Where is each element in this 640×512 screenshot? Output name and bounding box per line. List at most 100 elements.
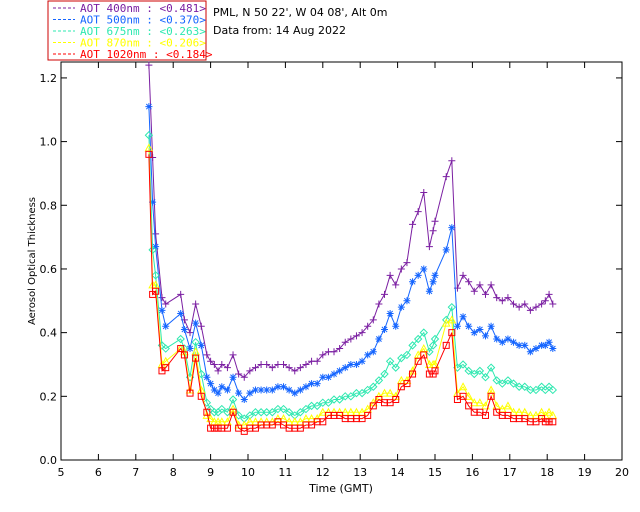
- legend-entry: AOT 500nm : <0.370>: [80, 14, 206, 27]
- data-point: [392, 396, 400, 404]
- data-point: [268, 386, 276, 394]
- data-point: [301, 404, 311, 414]
- data-point: [545, 290, 553, 298]
- data-point: [481, 290, 489, 298]
- x-tick-label: 7: [132, 466, 139, 479]
- data-point: [228, 395, 238, 404]
- data-point: [515, 341, 523, 349]
- data-point: [476, 281, 484, 289]
- data-point: [448, 224, 456, 232]
- data-point: [302, 383, 310, 391]
- data-point: [246, 389, 254, 397]
- data-point: [369, 348, 377, 356]
- data-point: [392, 322, 400, 330]
- data-point: [341, 364, 349, 372]
- data-point: [152, 287, 160, 295]
- x-tick-label: 15: [428, 466, 442, 479]
- data-point: [197, 341, 205, 349]
- x-tick-label: 13: [353, 466, 367, 479]
- x-tick-label: 19: [578, 466, 592, 479]
- data-point: [251, 408, 260, 417]
- data-point: [197, 322, 205, 330]
- data-point: [358, 329, 366, 337]
- data-point: [218, 360, 226, 368]
- data-point: [413, 334, 423, 344]
- data-point: [549, 345, 557, 353]
- data-point: [162, 300, 170, 308]
- series-group: [144, 61, 558, 435]
- data-point: [263, 360, 271, 368]
- x-tick-label: 11: [278, 466, 292, 479]
- data-point: [313, 380, 321, 388]
- data-point: [263, 386, 271, 394]
- data-point: [186, 329, 194, 337]
- x-tick-label: 20: [615, 466, 629, 479]
- data-point: [408, 341, 417, 350]
- series-line: [148, 135, 554, 420]
- data-point: [392, 281, 400, 289]
- data-point: [442, 341, 450, 349]
- data-point: [545, 338, 553, 346]
- data-point: [223, 364, 231, 372]
- data-point: [257, 386, 265, 394]
- data-point: [347, 335, 355, 343]
- data-point: [296, 408, 305, 417]
- y-tick-label: 0.8: [40, 199, 58, 212]
- data-point: [548, 385, 558, 395]
- data-point: [380, 369, 389, 379]
- data-point: [549, 300, 557, 308]
- data-point: [448, 157, 456, 165]
- data-point: [214, 424, 222, 432]
- data-point: [498, 297, 506, 305]
- data-point: [381, 290, 389, 298]
- data-point: [162, 364, 170, 372]
- series-4: [145, 150, 557, 435]
- data-point: [273, 404, 283, 414]
- y-tick-label: 1.2: [40, 72, 58, 85]
- data-point: [256, 408, 266, 417]
- data-point: [486, 363, 496, 372]
- series-line: [148, 147, 554, 426]
- data-point: [538, 300, 546, 308]
- data-point: [207, 357, 215, 365]
- data-point: [425, 243, 433, 251]
- data-point: [510, 338, 518, 346]
- data-point: [284, 408, 294, 417]
- data-point: [545, 418, 553, 426]
- data-point: [210, 408, 219, 417]
- data-point: [192, 354, 200, 362]
- legend-entry: AOT 400nm : <0.481>: [80, 2, 206, 15]
- data-point: [475, 398, 485, 407]
- x-tick-label: 14: [391, 466, 405, 479]
- data-point: [145, 150, 153, 158]
- data-point: [229, 373, 237, 381]
- y-tick-label: 0.2: [40, 390, 58, 403]
- data-point: [442, 246, 450, 254]
- x-tick-label: 16: [465, 466, 479, 479]
- data-point: [531, 385, 541, 395]
- data-point: [503, 376, 513, 385]
- data-point: [192, 300, 200, 308]
- series-line: [148, 106, 554, 401]
- data-point: [549, 418, 557, 426]
- data-point: [532, 303, 540, 311]
- data-point: [430, 334, 440, 344]
- data-point: [386, 271, 394, 279]
- legend-entry: AOT 1020nm : <0.184>: [80, 48, 213, 61]
- data-point: [358, 357, 366, 365]
- data-point: [402, 350, 412, 360]
- data-point: [385, 357, 395, 366]
- axes: 5 6 7 8 9 10 11 12 13 14 15 16 17 18 19 20 0.0 0.2 0.4 0.6 0…: [40, 62, 629, 479]
- data-point: [429, 227, 437, 235]
- data-point: [207, 424, 215, 432]
- data-point: [364, 322, 372, 330]
- data-point: [521, 341, 529, 349]
- data-point: [409, 278, 417, 286]
- data-point: [397, 303, 405, 311]
- site-label: PML, N 50 22', W 04 08', Alt 0m: [213, 6, 387, 19]
- x-tick-label: 8: [170, 466, 177, 479]
- data-point: [197, 392, 205, 400]
- legend-entry: AOT 870nm : <0.206>: [80, 37, 206, 50]
- data-point: [192, 319, 200, 327]
